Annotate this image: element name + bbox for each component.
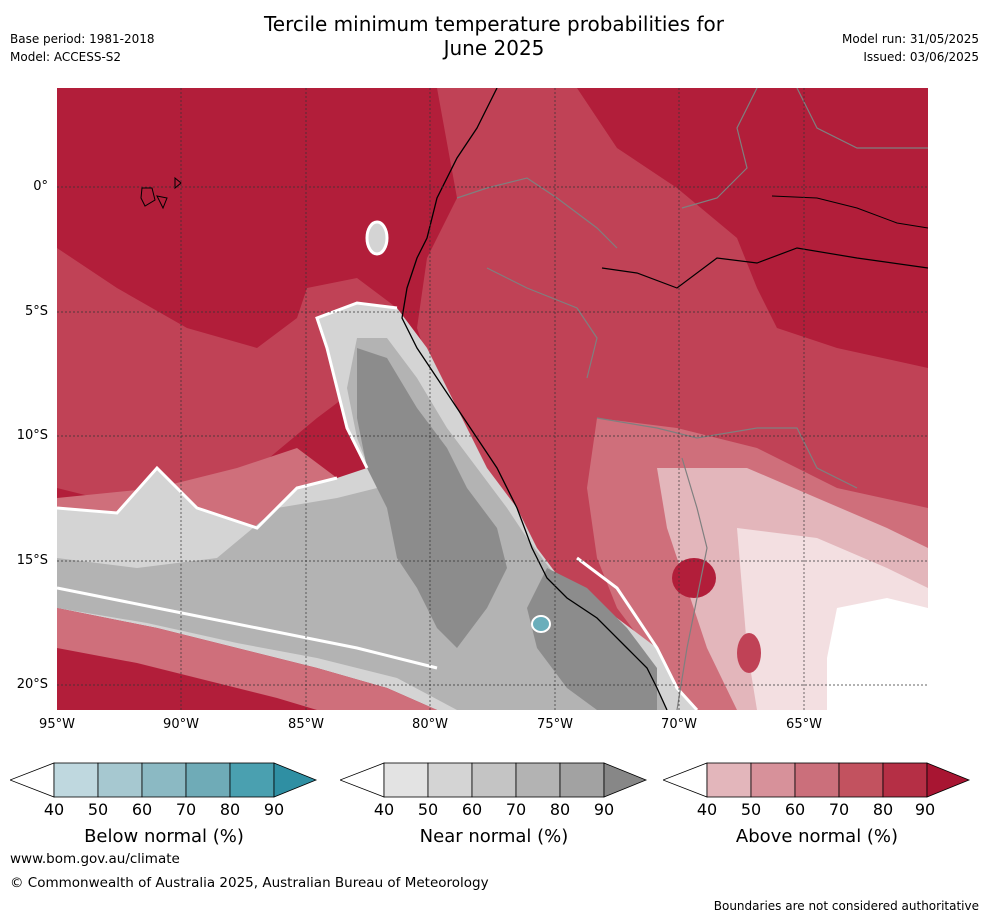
website-link[interactable]: www.bom.gov.au/climate — [10, 851, 180, 867]
above-spot-south — [737, 633, 761, 673]
above-tick-90: 90 — [914, 800, 936, 819]
near-tick-40: 40 — [373, 800, 395, 819]
colorbar-above — [661, 762, 971, 798]
contour-white — [57, 301, 699, 710]
near-tick-70: 70 — [505, 800, 527, 819]
below-tick-40: 40 — [43, 800, 65, 819]
gridlines — [57, 88, 928, 710]
country-borders — [456, 88, 928, 710]
lon-label-95w: 95°W — [39, 717, 75, 732]
near-normal-dark-2 — [527, 568, 657, 710]
near-spot-north — [365, 220, 389, 256]
colorbar-above-title: Above normal (%) — [735, 826, 899, 847]
lat-label-0: 0° — [33, 179, 48, 194]
lon-label-70w: 70°W — [661, 717, 697, 732]
issued-date: Issued: 03/06/2025 — [863, 50, 979, 64]
boundaries-disclaimer: Boundaries are not considered authoritat… — [713, 899, 979, 913]
colorbar-below-title: Below normal (%) — [84, 826, 244, 847]
near-tick-80: 80 — [549, 800, 571, 819]
above-tick-70: 70 — [828, 800, 850, 819]
lon-label-65w: 65°W — [786, 717, 822, 732]
above-spot-titicaca — [672, 558, 716, 598]
below-tick-50: 50 — [87, 800, 109, 819]
map-title: Tercile minimum temperature probabilitie… — [0, 12, 988, 60]
meta-right: Model run: 31/05/2025 Issued: 03/06/2025 — [842, 30, 979, 66]
meta-left: Base period: 1981-2018 Model: ACCESS-S2 — [10, 30, 155, 66]
lon-label-80w: 80°W — [412, 717, 448, 732]
coastline — [401, 88, 668, 710]
above-tick-60: 60 — [784, 800, 806, 819]
below-spot — [531, 615, 551, 633]
above-tick-40: 40 — [696, 800, 718, 819]
below-tick-60: 60 — [131, 800, 153, 819]
lat-label-15s: 15°S — [16, 553, 48, 568]
near-tick-90: 90 — [593, 800, 615, 819]
title-line-1: Tercile minimum temperature probabilitie… — [263, 12, 725, 36]
model-name: Model: ACCESS-S2 — [10, 50, 122, 64]
above-south-band-dark — [57, 648, 317, 710]
below-tick-70: 70 — [175, 800, 197, 819]
near-tick-50: 50 — [417, 800, 439, 819]
colorbar-near — [338, 762, 648, 798]
copyright-text: © Commonwealth of Australia 2025, Austra… — [10, 875, 489, 891]
lat-label-20s: 20°S — [16, 677, 48, 692]
base-period: Base period: 1981-2018 — [10, 32, 155, 46]
below-tick-80: 80 — [219, 800, 241, 819]
colorbar-near-svg — [338, 762, 648, 798]
north-river — [771, 195, 928, 229]
galapagos — [140, 176, 182, 210]
below-tick-90: 90 — [263, 800, 285, 819]
map-svg — [57, 88, 928, 710]
above-tick-50: 50 — [740, 800, 762, 819]
title-line-2: June 2025 — [443, 36, 545, 60]
lon-label-85w: 85°W — [288, 717, 324, 732]
lon-label-90w: 90°W — [163, 717, 199, 732]
lat-label-10s: 10°S — [16, 428, 48, 443]
amazon-river — [601, 247, 928, 289]
above-tick-80: 80 — [872, 800, 894, 819]
lat-label-5s: 5°S — [24, 304, 48, 319]
colorbar-below-svg — [8, 762, 318, 798]
colorbar-near-title: Near normal (%) — [419, 826, 569, 847]
model-run: Model run: 31/05/2025 — [841, 32, 979, 46]
probability-map — [57, 88, 928, 710]
near-normal-dark — [357, 348, 507, 648]
near-tick-60: 60 — [461, 800, 483, 819]
lon-label-75w: 75°W — [537, 717, 573, 732]
white-patch — [827, 598, 928, 710]
colorbar-below — [8, 762, 318, 798]
colorbar-above-svg — [661, 762, 971, 798]
